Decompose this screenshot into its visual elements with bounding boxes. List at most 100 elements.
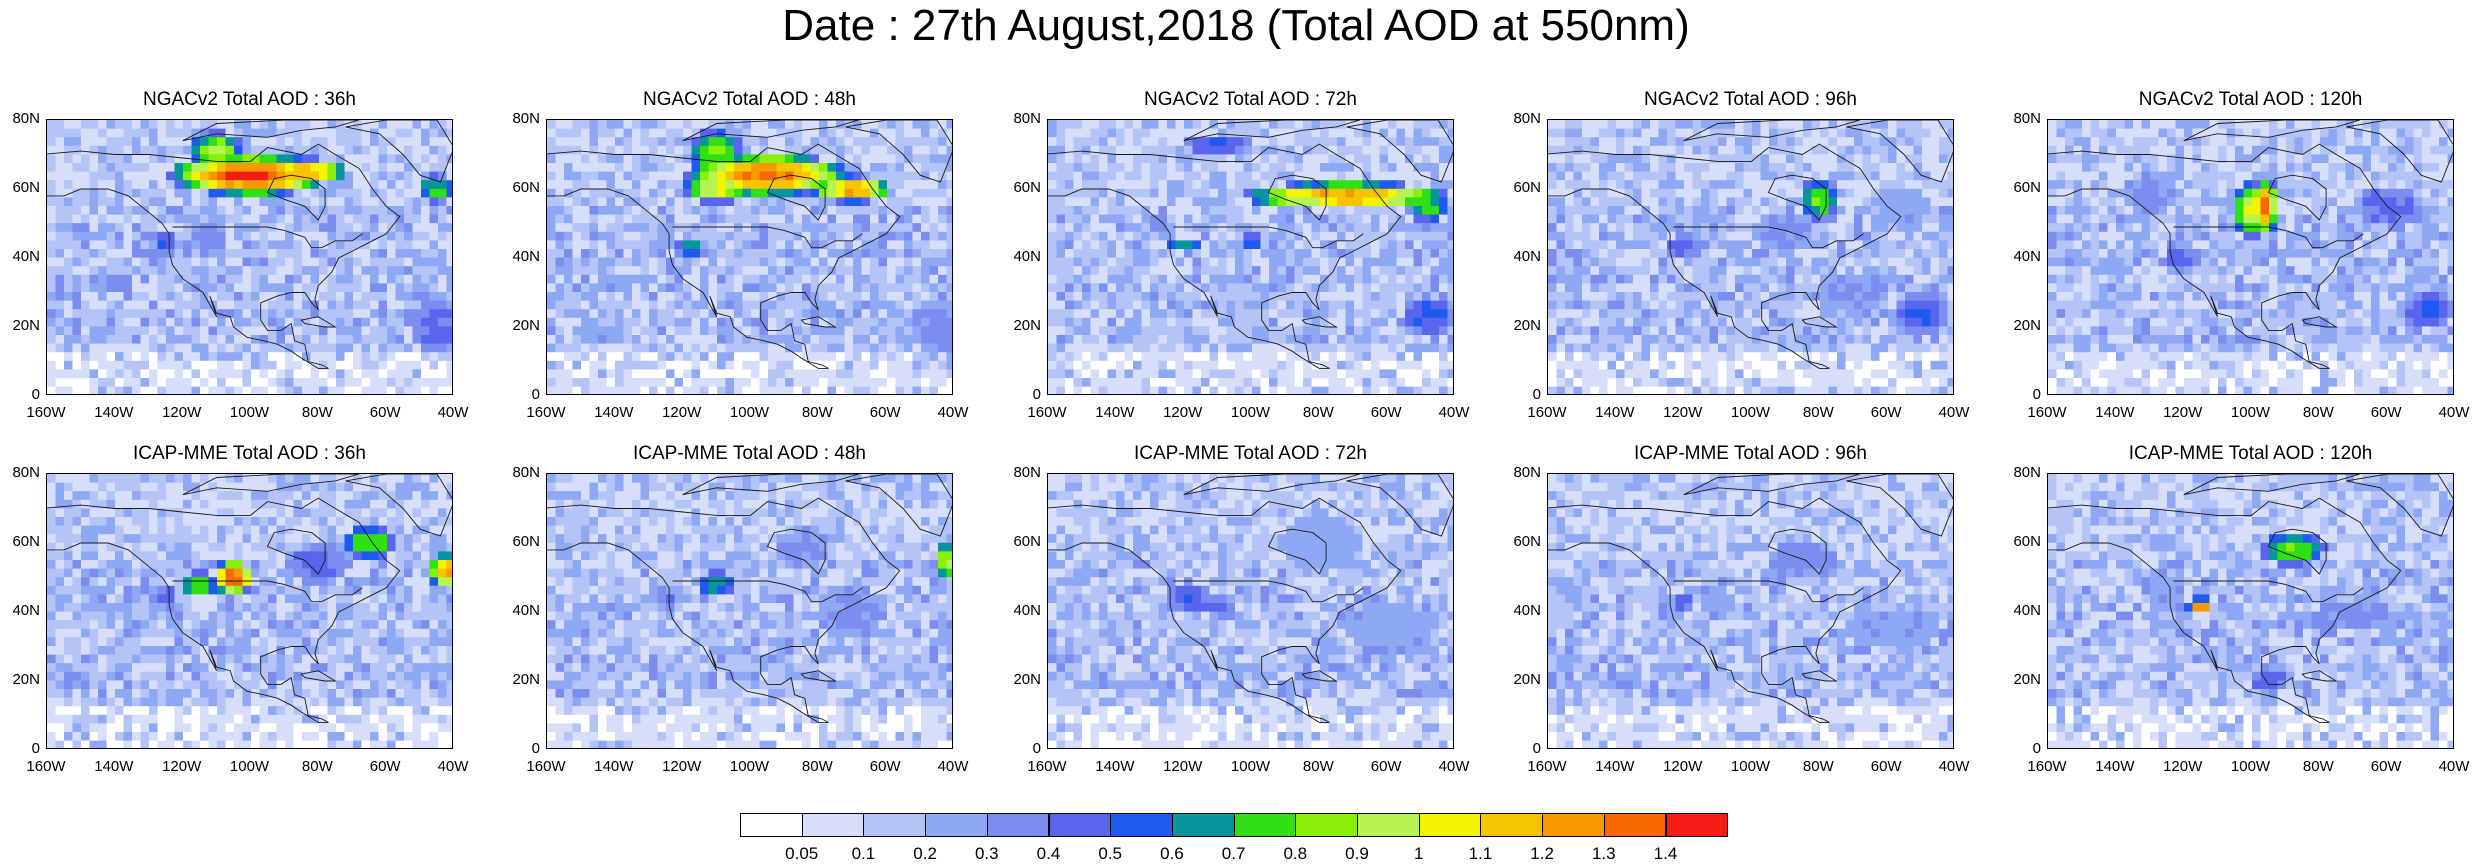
lon-tick-label: 80W (292, 759, 342, 775)
lat-tick-label: 20N (0, 318, 40, 334)
lat-tick-label: 80N (500, 465, 540, 481)
lon-tick-label: 100W (725, 759, 775, 775)
lon-tick-label: 120W (657, 759, 707, 775)
lon-tick-label: 40W (1429, 759, 1479, 775)
lon-tick-label: 80W (792, 759, 842, 775)
lat-tick-label: 0 (1501, 741, 1541, 757)
lat-tick-label: 0 (500, 387, 540, 403)
lon-tick-label: 80W (2293, 759, 2343, 775)
lat-tick-label: 20N (2001, 318, 2041, 334)
lon-tick-label: 100W (1726, 405, 1776, 421)
colorbar-swatch (740, 813, 803, 837)
lon-tick-label: 60W (1861, 405, 1911, 421)
panel-title: ICAP-MME Total AOD : 72h (1001, 443, 1500, 465)
panel-title: ICAP-MME Total AOD : 96h (1501, 443, 2000, 465)
lon-tick-label: 40W (1929, 759, 1979, 775)
colorbar-label: 1.3 (1584, 844, 1624, 864)
panel-title: NGACv2 Total AOD : 36h (0, 89, 499, 111)
lat-tick-label: 0 (2001, 741, 2041, 757)
colorbar-swatch (1049, 813, 1112, 837)
lat-tick-label: 0 (1001, 741, 1041, 757)
colorbar-swatch (1234, 813, 1297, 837)
panel-title: ICAP-MME Total AOD : 36h (0, 443, 499, 465)
lat-tick-label: 0 (1501, 387, 1541, 403)
lon-tick-label: 40W (428, 759, 478, 775)
lon-tick-label: 100W (1226, 405, 1276, 421)
lon-tick-label: 140W (589, 759, 639, 775)
colorbar-swatch (1419, 813, 1482, 837)
lon-tick-label: 40W (428, 405, 478, 421)
panel-title: NGACv2 Total AOD : 48h (500, 89, 999, 111)
lon-tick-label: 80W (292, 405, 342, 421)
lat-tick-label: 60N (2001, 180, 2041, 196)
colorbar-swatch (1604, 813, 1667, 837)
lon-tick-label: 100W (225, 405, 275, 421)
lon-tick-label: 40W (1429, 405, 1479, 421)
lon-tick-label: 120W (1158, 405, 1208, 421)
lon-tick-label: 60W (360, 759, 410, 775)
lat-tick-label: 40N (500, 603, 540, 619)
colorbar-label: 0.8 (1275, 844, 1315, 864)
colorbar-label: 0.9 (1337, 844, 1377, 864)
lon-tick-label: 140W (1090, 759, 1140, 775)
lon-tick-label: 60W (2361, 405, 2411, 421)
colorbar-swatch (1110, 813, 1173, 837)
lat-tick-label: 40N (0, 249, 40, 265)
colorbar-label: 0.6 (1152, 844, 1192, 864)
lon-tick-label: 100W (225, 759, 275, 775)
lon-tick-label: 160W (521, 405, 571, 421)
lon-tick-label: 120W (1158, 759, 1208, 775)
lon-tick-label: 160W (521, 759, 571, 775)
lon-tick-label: 120W (2158, 759, 2208, 775)
colorbar-label: 1.1 (1460, 844, 1500, 864)
lat-tick-label: 60N (1501, 534, 1541, 550)
lat-tick-label: 60N (0, 534, 40, 550)
colorbar-swatch (1357, 813, 1420, 837)
lon-tick-label: 60W (2361, 759, 2411, 775)
lat-tick-label: 60N (500, 180, 540, 196)
lat-tick-label: 0 (2001, 387, 2041, 403)
lon-tick-label: 160W (1022, 405, 1072, 421)
lon-tick-label: 140W (1090, 405, 1140, 421)
lon-tick-label: 100W (1226, 759, 1276, 775)
colorbar-swatch (987, 813, 1050, 837)
lon-tick-label: 80W (1793, 405, 1843, 421)
lon-tick-label: 140W (2090, 759, 2140, 775)
colorbar-label: 1 (1399, 844, 1439, 864)
aod-map (1047, 119, 1454, 395)
lat-tick-label: 80N (0, 465, 40, 481)
panel-title: NGACv2 Total AOD : 120h (2001, 89, 2472, 111)
aod-map (2047, 119, 2454, 395)
panel-title: ICAP-MME Total AOD : 120h (2001, 443, 2472, 465)
lat-tick-label: 20N (1501, 318, 1541, 334)
aod-map (2047, 473, 2454, 749)
aod-map (1047, 473, 1454, 749)
lat-tick-label: 0 (500, 741, 540, 757)
lat-tick-label: 40N (1501, 249, 1541, 265)
lon-tick-label: 160W (1022, 759, 1072, 775)
lon-tick-label: 80W (2293, 405, 2343, 421)
lat-tick-label: 80N (0, 111, 40, 127)
lat-tick-label: 40N (1001, 249, 1041, 265)
lat-tick-label: 0 (0, 387, 40, 403)
aod-map (46, 473, 453, 749)
lon-tick-label: 60W (860, 405, 910, 421)
lon-tick-label: 100W (1726, 759, 1776, 775)
colorbar-label: 0.1 (843, 844, 883, 864)
lon-tick-label: 160W (1522, 405, 1572, 421)
lon-tick-label: 120W (157, 759, 207, 775)
lon-tick-label: 120W (157, 405, 207, 421)
colorbar-swatch (802, 813, 865, 837)
colorbar-swatch (863, 813, 926, 837)
lon-tick-label: 160W (1522, 759, 1572, 775)
lon-tick-label: 60W (1861, 759, 1911, 775)
lon-tick-label: 140W (89, 405, 139, 421)
lat-tick-label: 80N (1001, 465, 1041, 481)
colorbar-label: 1.4 (1646, 844, 1686, 864)
colorbar-swatch (1172, 813, 1235, 837)
